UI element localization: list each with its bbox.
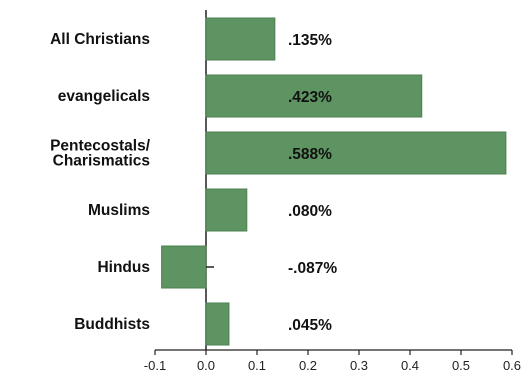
bars-group [161,17,507,346]
x-tick-label: 0.4 [401,358,419,373]
x-tick-label: 0.2 [299,358,317,373]
category-label: Muslims [88,202,150,219]
value-label: .588% [288,146,332,163]
x-tick-label: 0.5 [452,358,470,373]
value-label: -.087% [288,260,337,277]
value-label: .135% [288,32,332,49]
x-tick-label: 0.1 [248,358,266,373]
bar [205,131,507,175]
bar [205,302,230,346]
category-label: Pentecostals/Charismatics [50,138,151,170]
value-label: .080% [288,203,332,220]
category-label: evangelicals [58,88,150,105]
bar [205,188,248,232]
value-label: .423% [288,89,332,106]
x-tick-label: 0.6 [503,358,521,373]
bar [161,245,207,289]
value-labels: .135% .423% .588% .080% -.087% .045% [288,32,337,334]
category-label: Hindus [97,259,150,276]
category-labels: All Christians evangelicals Pentecostals/C… [50,31,151,333]
category-label: Buddhists [74,316,150,333]
value-label: .045% [288,317,332,334]
x-tick-label: 0.3 [350,358,368,373]
category-label: All Christians [50,31,150,48]
x-axis-ticks: -0.1 0.0 0.1 0.2 0.3 0.4 0.5 0.6 [144,350,521,373]
x-tick-label: -0.1 [144,358,166,373]
x-tick-label: 0.0 [197,358,215,373]
bar [205,74,423,118]
bar [205,17,276,61]
